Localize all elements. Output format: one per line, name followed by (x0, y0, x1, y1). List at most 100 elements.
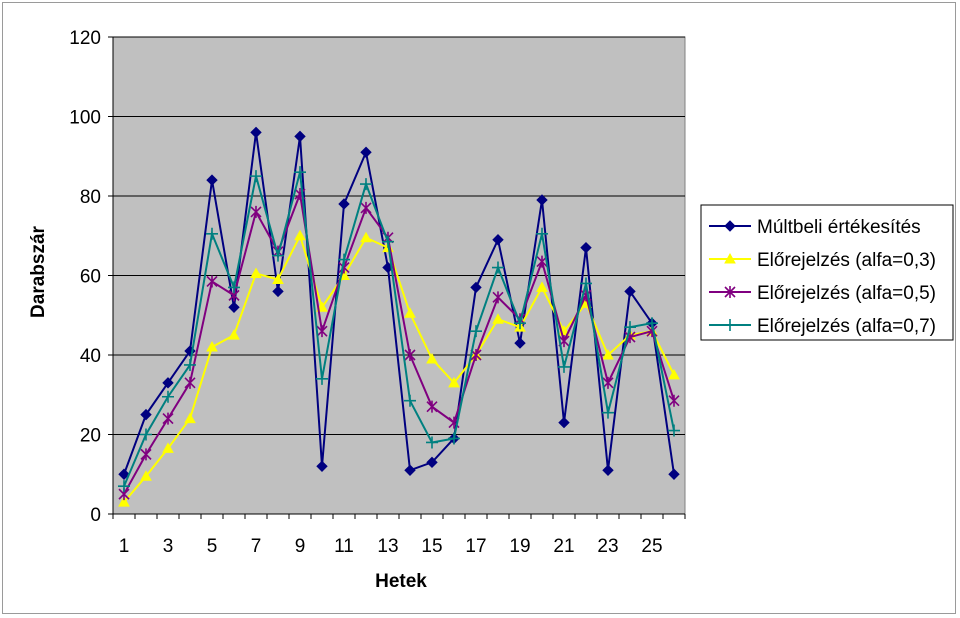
data-point (140, 428, 152, 441)
data-point (536, 194, 548, 206)
data-point (646, 317, 658, 330)
data-point (206, 275, 218, 288)
data-point (206, 174, 218, 186)
series-path (123, 132, 675, 475)
data-point (426, 436, 438, 449)
x-axis-ticks: 1 3 5 7 9 11 13 15 17 19 21 23 25 (112, 514, 686, 557)
data-point (272, 273, 284, 284)
x-axis-title: Hetek (375, 571, 427, 592)
x-tick-label: 3 (163, 536, 174, 557)
data-point (668, 424, 680, 437)
data-point (228, 329, 240, 340)
data-point (316, 372, 328, 385)
data-point (382, 235, 394, 248)
data-point (624, 321, 636, 334)
data-point (316, 325, 328, 338)
data-point (602, 348, 614, 360)
y-tick-label: 60 (80, 267, 101, 288)
data-point (404, 394, 416, 407)
legend-item: Múltbeli értékesítés (709, 217, 921, 238)
data-point (470, 281, 482, 294)
data-point (272, 285, 284, 298)
series-line (118, 126, 680, 480)
data-point (228, 281, 240, 294)
data-point (536, 227, 548, 240)
data-point (558, 360, 570, 373)
legend-label: Előrejelzés (alfa=0,7) (757, 316, 936, 337)
data-point (162, 412, 174, 425)
series-path (123, 233, 675, 503)
data-point (294, 130, 306, 143)
data-point (668, 368, 680, 380)
y-tick-label: 100 (69, 108, 101, 129)
data-point (558, 416, 570, 429)
data-point (206, 227, 218, 240)
data-point (140, 470, 152, 481)
legend-label: Előrejelzés (alfa=0,5) (757, 283, 936, 304)
data-point (360, 178, 372, 191)
data-point (338, 198, 350, 210)
x-tick-label: 11 (334, 536, 354, 557)
y-tick-label: 20 (80, 426, 101, 447)
data-point (426, 352, 438, 364)
data-point (448, 432, 460, 445)
data-point (492, 291, 504, 304)
x-tick-label: 19 (509, 536, 530, 557)
data-point (668, 468, 680, 480)
data-point (184, 358, 196, 371)
data-point (724, 319, 736, 331)
data-point (580, 277, 592, 290)
data-point (250, 126, 262, 139)
data-point (162, 377, 174, 389)
data-point (536, 281, 548, 292)
data-point (140, 408, 152, 421)
data-point (360, 231, 372, 243)
data-point (404, 307, 416, 318)
data-point (316, 301, 328, 312)
data-point (624, 285, 636, 298)
series-path (123, 190, 675, 495)
series-path (123, 171, 675, 487)
legend-label: Múltbeli értékesítés (757, 217, 921, 238)
data-point (294, 166, 306, 179)
x-tick-label: 25 (641, 536, 662, 557)
data-point (250, 267, 262, 279)
legend-item: Előrejelzés (alfa=0,7) (709, 316, 936, 337)
data-point (492, 261, 504, 274)
data-point (184, 376, 196, 389)
data-point (426, 456, 438, 469)
legend-box (700, 204, 954, 341)
data-point (404, 464, 416, 476)
data-point (492, 234, 504, 246)
data-point (294, 229, 306, 241)
data-point (118, 480, 130, 493)
data-point (580, 241, 592, 254)
data-point (360, 146, 372, 158)
data-point (162, 442, 174, 453)
legend-item: Előrejelzés (alfa=0,5) (709, 283, 936, 304)
data-point (118, 468, 130, 480)
data-point (426, 400, 438, 413)
x-tick-label: 9 (295, 536, 306, 557)
x-tick-label: 7 (251, 536, 262, 557)
data-point (602, 376, 614, 389)
x-tick-label: 15 (421, 536, 442, 557)
x-tick-label: 5 (207, 536, 218, 557)
data-point (118, 496, 130, 507)
x-tick-label: 17 (465, 536, 486, 557)
data-point (338, 253, 350, 266)
data-point (272, 249, 284, 262)
data-point (448, 376, 460, 388)
data-point (250, 205, 262, 218)
data-point (668, 394, 680, 407)
data-point (316, 460, 328, 473)
series-line (118, 166, 680, 493)
x-tick-label: 23 (597, 536, 618, 557)
data-point (228, 301, 240, 314)
y-tick-label: 40 (80, 346, 101, 367)
data-point (162, 390, 174, 403)
data-point (470, 325, 482, 338)
x-tick-label: 21 (553, 536, 574, 557)
data-point (492, 313, 504, 324)
